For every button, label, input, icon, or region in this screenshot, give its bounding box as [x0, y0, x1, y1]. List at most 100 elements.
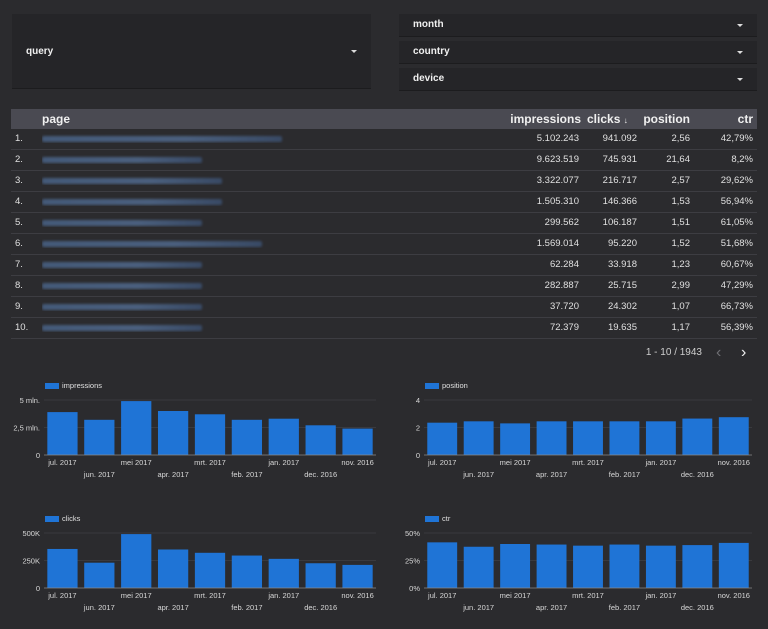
column-header-ctr[interactable]: ctr — [737, 112, 753, 126]
column-header-page[interactable]: page — [42, 112, 71, 126]
page-link[interactable]: http://www.npo...nl/ — [42, 134, 292, 143]
bar-0[interactable] — [427, 422, 458, 455]
table-row[interactable]: 5. 299.562 106.187 1,51 61,05% http://www.npo… — [11, 213, 757, 234]
bar-3[interactable] — [536, 421, 567, 455]
page-link[interactable]: http://www.npo...nl/... — [42, 302, 292, 311]
page-link-text: http://www.npo...nl/... — [42, 283, 202, 289]
bar-7[interactable] — [305, 425, 336, 455]
x-tick-label: feb. 2017 — [231, 603, 262, 612]
bar-6[interactable] — [645, 545, 676, 588]
bar-8[interactable] — [342, 428, 373, 455]
cell-ctr: 42,79% — [720, 133, 753, 144]
x-tick-label: feb. 2017 — [609, 603, 640, 612]
bar-4[interactable] — [573, 421, 603, 455]
month-filter[interactable]: month — [399, 14, 757, 36]
bar-5[interactable] — [231, 419, 263, 455]
legend-label: impressions — [62, 381, 103, 390]
x-tick-label: mrt. 2017 — [572, 591, 604, 600]
country-filter[interactable]: country — [399, 41, 757, 63]
bar-5[interactable] — [609, 544, 640, 588]
bar-0[interactable] — [47, 548, 78, 588]
bar-8[interactable] — [718, 417, 749, 455]
query-filter[interactable]: query — [12, 14, 371, 88]
page-link[interactable]: http://www.npo...nl/frequenties — [42, 197, 292, 206]
x-tick-label: nov. 2016 — [718, 458, 750, 467]
bar-1[interactable] — [84, 562, 115, 588]
table-row[interactable]: 4. 1.505.310 146.366 1,53 56,94% http://www.n… — [11, 192, 757, 213]
prev-page-button[interactable]: ‹ — [716, 344, 722, 361]
x-tick-label: dec. 2016 — [304, 470, 337, 479]
page-link[interactable]: http://www.npo...nl/... — [42, 260, 292, 269]
bar-8[interactable] — [342, 564, 373, 588]
legend-swatch — [45, 383, 59, 390]
table-row[interactable]: 8. 282.887 25.715 2,99 47,29% http://www.npo.… — [11, 276, 757, 297]
country-filter-label: country — [413, 46, 450, 57]
cell-clicks: 941.092 — [602, 133, 637, 144]
bar-3[interactable] — [536, 544, 567, 588]
table-row[interactable]: 3. 3.322.077 216.717 2,57 29,62% http://www.n… — [11, 171, 757, 192]
bar-7[interactable] — [682, 545, 713, 588]
cell-impressions: 299.562 — [544, 217, 579, 228]
table-row[interactable]: 9. 37.720 24.302 1,07 66,73% http://www.npo..… — [11, 297, 757, 318]
cell-impressions: 1.569.014 — [536, 238, 579, 249]
cell-clicks: 95.220 — [607, 238, 637, 249]
bar-3[interactable] — [157, 411, 189, 455]
next-page-button[interactable]: › — [741, 344, 747, 361]
column-header-position[interactable]: position — [643, 112, 690, 126]
x-tick-label: apr. 2017 — [157, 470, 188, 479]
bar-1[interactable] — [84, 419, 115, 455]
bar-3[interactable] — [157, 549, 189, 589]
table-row[interactable]: 6. 1.569.014 95.220 1,52 51,68% http://www.np… — [11, 234, 757, 255]
bar-7[interactable] — [305, 563, 336, 588]
page-link-text: http://www.npo...nl/frequenties — [42, 199, 222, 205]
column-header-impressions[interactable]: impressions — [510, 112, 581, 126]
page-link-text: http://www.npo...nl/... — [42, 304, 202, 310]
x-tick-label: jun. 2017 — [462, 603, 494, 612]
x-tick-label: nov. 2016 — [341, 458, 373, 467]
page-link-text: (unknown) — [42, 157, 202, 163]
device-filter[interactable]: device — [399, 68, 757, 90]
bar-7[interactable] — [682, 418, 713, 455]
y-tick-label: 50% — [405, 529, 420, 538]
y-tick-label: 0% — [409, 584, 420, 593]
cell-row-number: 1. — [15, 133, 23, 144]
bar-2[interactable] — [500, 423, 531, 455]
table-row[interactable]: 2. 9.623.519 745.931 21,64 8,2% (unknown) — [11, 150, 757, 171]
page-link[interactable]: http://www.npo...nl/... — [42, 281, 292, 290]
cell-impressions: 282.887 — [544, 280, 579, 291]
y-tick-label: 0 — [36, 451, 40, 460]
bar-4[interactable] — [194, 552, 226, 588]
bar-5[interactable] — [609, 421, 640, 455]
page-link[interactable]: http://www.npo...nl/... — [42, 218, 292, 227]
bar-2[interactable] — [121, 534, 152, 588]
bar-2[interactable] — [500, 544, 531, 588]
chart-svg: 0 2 4 jul. 2017 jun. 2017 mei 2017 apr. 2017 mr… — [416, 396, 752, 479]
bar-4[interactable] — [194, 414, 226, 455]
bar-8[interactable] — [718, 542, 749, 588]
bar-4[interactable] — [573, 545, 603, 588]
column-header-clicks[interactable]: clicks ↓ — [587, 109, 643, 129]
page-link[interactable]: http://www.npo...nl/gemist — [42, 239, 292, 248]
bar-1[interactable] — [463, 546, 494, 588]
bar-0[interactable] — [427, 542, 458, 588]
bar-0[interactable] — [47, 412, 78, 455]
bar-1[interactable] — [463, 421, 494, 455]
bar-6[interactable] — [268, 558, 299, 588]
x-tick-label: mei 2017 — [121, 591, 152, 600]
bar-5[interactable] — [231, 555, 263, 588]
y-tick-label: 2 — [416, 424, 420, 433]
page-link[interactable]: http://www.npo...nl/... — [42, 323, 292, 332]
page-link-text: http://www.npo...nl/live — [42, 178, 222, 184]
bar-2[interactable] — [121, 401, 152, 455]
bar-6[interactable] — [268, 418, 299, 455]
table-row[interactable]: 10. 72.379 19.635 1,17 56,39% http://www.npo.… — [11, 318, 757, 339]
chart-legend: ctr — [425, 514, 450, 523]
page-link[interactable]: (unknown) — [42, 155, 292, 164]
bar-6[interactable] — [645, 421, 676, 455]
page-link-text: http://www.npo...nl/... — [42, 220, 202, 226]
table-row[interactable]: 1. 5.102.243 941.092 2,56 42,79% http://www.n… — [11, 129, 757, 150]
page-link[interactable]: http://www.npo...nl/live — [42, 176, 292, 185]
x-tick-label: apr. 2017 — [536, 603, 567, 612]
cell-position: 1,17 — [671, 322, 691, 333]
table-row[interactable]: 7. 62.284 33.918 1,23 60,67% http://www.npo..… — [11, 255, 757, 276]
